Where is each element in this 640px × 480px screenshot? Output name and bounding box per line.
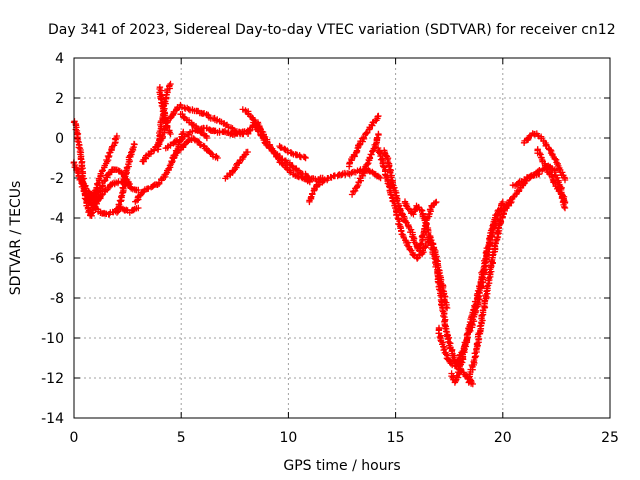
- series-trace-k: [162, 124, 253, 152]
- x-tick-label: 20: [494, 430, 512, 446]
- x-tick-label: 5: [177, 430, 186, 446]
- x-tick-label: 10: [279, 430, 297, 446]
- series-trace-j: [154, 80, 174, 153]
- series-trace-f: [89, 178, 142, 212]
- series-trace-w: [381, 147, 440, 254]
- x-tick-label: 25: [601, 430, 619, 446]
- series-trace-aa: [448, 198, 506, 386]
- y-tick-label: -14: [41, 411, 64, 427]
- series-trace-t: [346, 112, 382, 170]
- y-tick-label: 2: [55, 91, 64, 107]
- grid-lines: [74, 58, 610, 418]
- series-trace-d: [87, 132, 121, 206]
- series-trace-l: [169, 135, 221, 162]
- series-trace-o: [239, 106, 326, 185]
- y-tick-label: -6: [50, 251, 64, 267]
- plot-frame: [73, 57, 611, 419]
- x-axis-title: GPS time / hours: [283, 458, 400, 474]
- chart-title: Day 341 of 2023, Sidereal Day-to-day VTE…: [48, 22, 616, 38]
- data-points: [70, 80, 569, 388]
- y-tick-label: -8: [50, 291, 64, 307]
- series-trace-x: [401, 198, 442, 282]
- y-tick-label: -4: [50, 211, 64, 227]
- x-tick-label: 0: [70, 430, 79, 446]
- y-tick-label: 4: [55, 51, 64, 67]
- y-tick-label: -10: [41, 331, 64, 347]
- series-trace-m: [177, 111, 211, 142]
- series-trace-h: [139, 101, 247, 165]
- series-trace-s: [313, 166, 384, 190]
- series-trace-ad: [520, 130, 569, 184]
- series-trace-q: [276, 142, 309, 162]
- y-tick-label: -2: [50, 171, 64, 187]
- series-trace-ab: [465, 198, 515, 386]
- series-trace-u: [348, 130, 382, 198]
- series-trace-p: [244, 118, 313, 186]
- series-trace-n: [222, 148, 251, 182]
- series-trace-af: [509, 170, 543, 190]
- x-tick-label: 15: [387, 430, 405, 446]
- y-tick-label: 0: [55, 131, 64, 147]
- series-trace-ae: [534, 146, 569, 212]
- y-axis-title: SDTVAR / TECUs: [8, 181, 24, 296]
- y-tick-label: -12: [41, 371, 64, 387]
